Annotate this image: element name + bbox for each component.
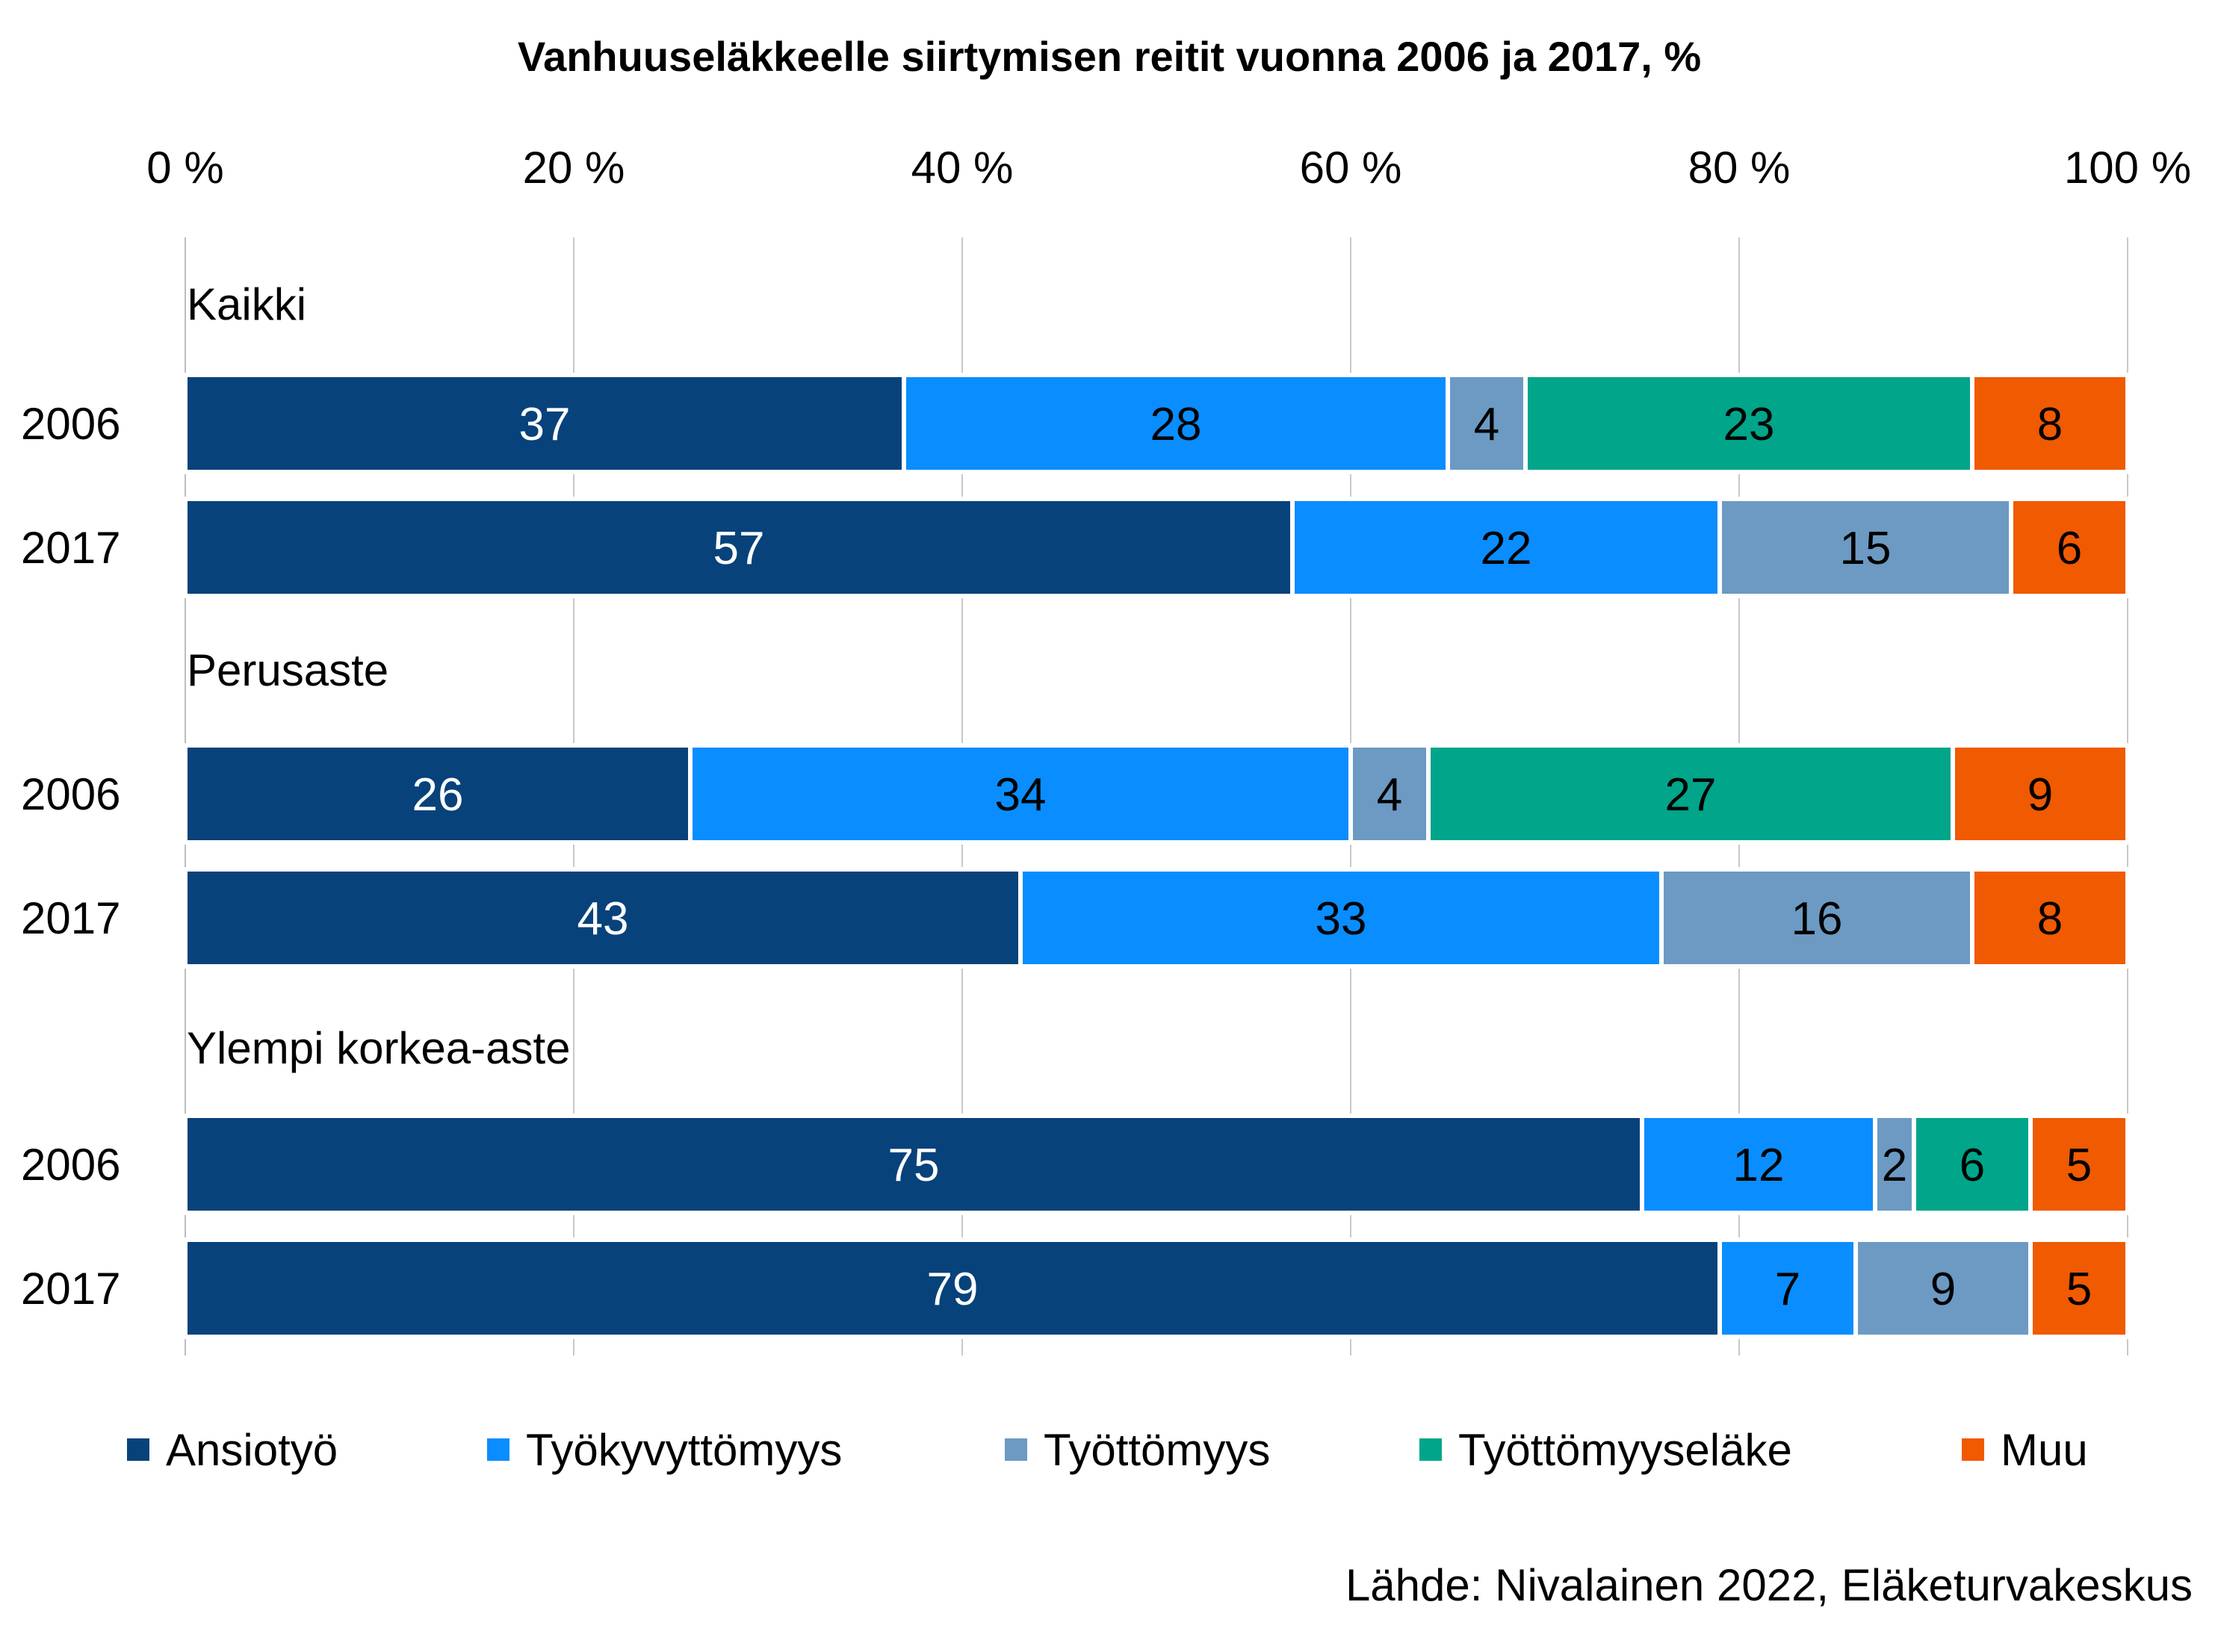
bar-segment — [1659, 867, 1974, 969]
category-label: 2006 — [21, 399, 120, 449]
category-label: 2017 — [21, 893, 120, 943]
data-label: 23 — [1723, 399, 1775, 450]
data-label: 43 — [577, 893, 629, 945]
data-label: 26 — [412, 769, 464, 821]
legend-label: Työttömyys — [1044, 1425, 1270, 1475]
bar-segment — [2009, 497, 2130, 598]
bar-segment — [183, 1238, 1722, 1339]
data-label: 33 — [1316, 893, 1367, 945]
legend: Ansiotyö Työkyvyttömyys Työttömyys Työttömy… — [127, 1425, 2088, 1475]
x-tick-label: 0 % — [146, 143, 223, 193]
group-label: Perusaste — [187, 645, 388, 695]
legend-swatch — [1005, 1438, 1027, 1461]
data-label: 16 — [1791, 893, 1843, 945]
legend-label: Työkyvyttömyys — [526, 1425, 842, 1475]
bar-segment — [688, 743, 1353, 845]
legend-label: Muu — [2001, 1425, 2088, 1475]
legend-swatch — [1419, 1438, 1442, 1461]
data-label: 6 — [1960, 1140, 1985, 1191]
bar-segment — [1717, 497, 2013, 598]
data-label: 4 — [1474, 399, 1499, 450]
legend-label: Työttömyyseläke — [1458, 1425, 1792, 1475]
data-label: 34 — [995, 769, 1047, 821]
bar-segment — [2028, 1114, 2130, 1215]
data-label: 12 — [1733, 1140, 1785, 1191]
group-label: Kaikki — [187, 279, 306, 329]
bar-segment — [1348, 743, 1431, 845]
bar-segment — [1853, 1238, 2033, 1339]
bar-segment — [1970, 373, 2130, 474]
x-tick-label: 40 % — [911, 143, 1014, 193]
bar-segment — [1970, 867, 2130, 969]
data-label: 5 — [2066, 1140, 2092, 1191]
x-axis-ticks: 0 % 20 % 40 % 60 % 80 % 100 % — [146, 143, 2191, 193]
bar-segment — [1426, 743, 1955, 845]
data-label: 15 — [1840, 523, 1892, 574]
x-tick-label: 100 % — [2064, 143, 2191, 193]
data-label: 27 — [1665, 769, 1717, 821]
category-labels: Kaikki 2006 2017 Perusaste 2006 2017 Ylempi ko… — [21, 279, 571, 1314]
x-tick-label: 20 % — [523, 143, 625, 193]
data-label: 79 — [927, 1264, 979, 1315]
bar-segment — [1523, 373, 1974, 474]
data-label: 8 — [2037, 399, 2063, 450]
data-label: 28 — [1150, 399, 1202, 450]
data-label: 22 — [1481, 523, 1532, 574]
data-label: 37 — [519, 399, 571, 450]
source-note: Lähde: Nivalainen 2022, Eläketurvakeskus — [1345, 1560, 2193, 1610]
category-label: 2006 — [21, 1140, 120, 1190]
bars: 37 28 4 23 857 22 15 626 34 4 27 943 33 16 875 12 2 6 579 7… — [183, 373, 2130, 1339]
data-label: 75 — [888, 1140, 940, 1191]
data-label: 4 — [1377, 769, 1402, 821]
x-tick-label: 60 % — [1300, 143, 1402, 193]
data-label: 2 — [1882, 1140, 1907, 1191]
category-label: 2017 — [21, 523, 120, 573]
bar-segment — [1951, 743, 2130, 845]
chart-title: Vanhuuseläkkeelle siirtymisen reitit vuo… — [518, 33, 1701, 80]
data-label: 5 — [2066, 1264, 2092, 1315]
category-label: 2006 — [21, 769, 120, 819]
bar-segment — [1290, 497, 1722, 598]
group-label: Ylempi korkea-aste — [187, 1023, 571, 1073]
bar-segment — [183, 373, 906, 474]
data-label: 57 — [713, 523, 765, 574]
legend-swatch — [1962, 1438, 1984, 1461]
data-label: 9 — [1930, 1264, 1956, 1315]
data-label: 7 — [1775, 1264, 1800, 1315]
bar-segment — [2028, 1238, 2130, 1339]
bar-segment — [183, 743, 693, 845]
data-label: 6 — [2057, 523, 2082, 574]
data-label: 9 — [2028, 769, 2053, 821]
legend-swatch — [127, 1438, 149, 1461]
legend-swatch — [487, 1438, 509, 1461]
data-label: 8 — [2037, 893, 2063, 945]
bar-segment — [183, 497, 1295, 598]
legend-label: Ansiotyö — [166, 1425, 338, 1475]
category-label: 2017 — [21, 1264, 120, 1314]
x-tick-label: 80 % — [1688, 143, 1791, 193]
